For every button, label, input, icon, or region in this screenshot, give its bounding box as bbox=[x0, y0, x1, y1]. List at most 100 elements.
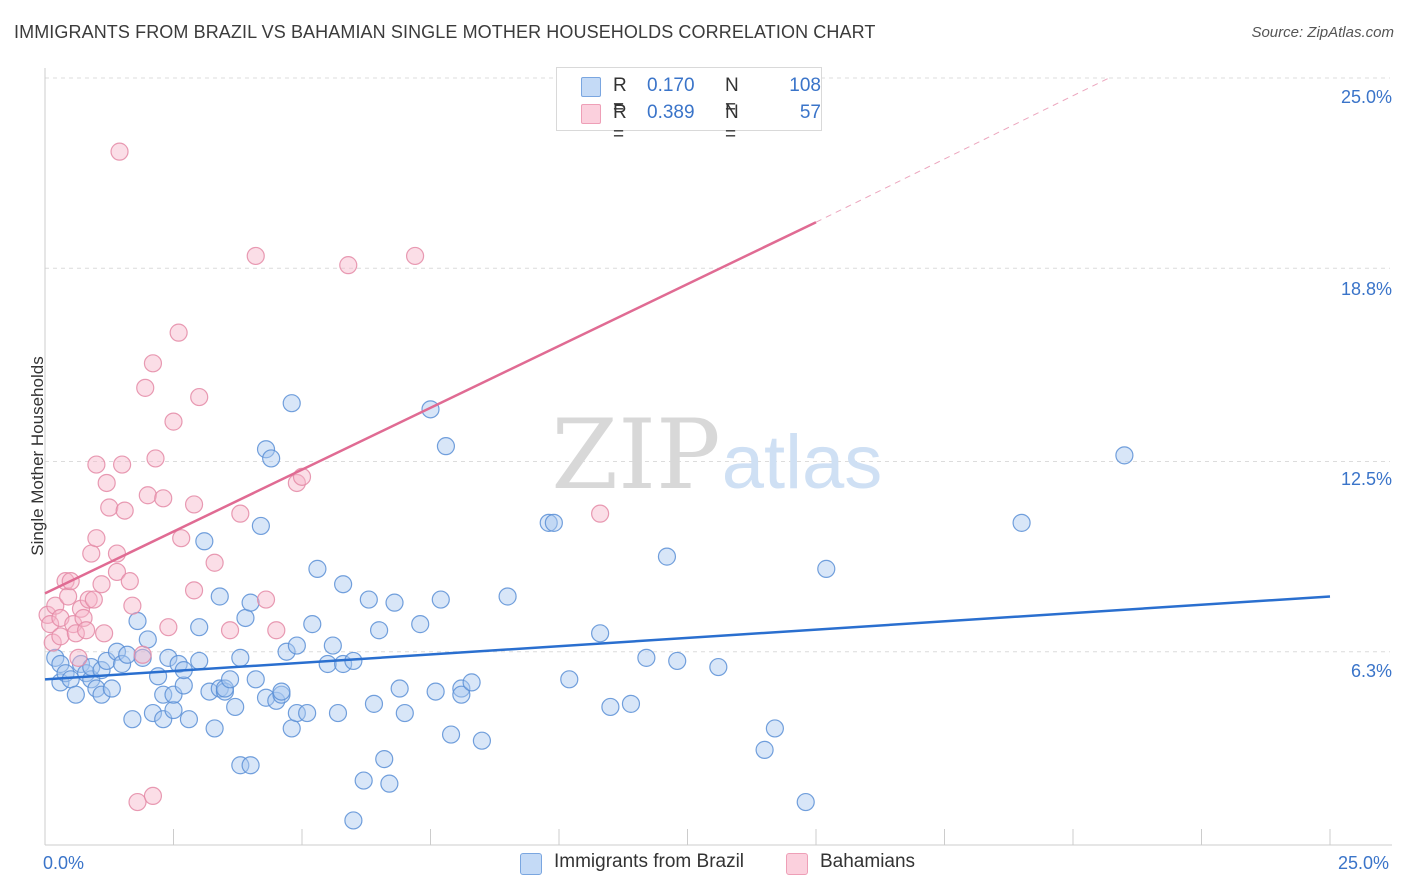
point-bahamians bbox=[267, 621, 286, 640]
point-brazil bbox=[1012, 513, 1031, 532]
point-bahamians bbox=[128, 792, 147, 812]
point-brazil bbox=[637, 648, 656, 667]
point-brazil bbox=[97, 651, 116, 671]
point-bahamians bbox=[69, 648, 88, 667]
point-bahamians bbox=[205, 553, 224, 572]
point-brazil bbox=[51, 654, 70, 674]
point-brazil bbox=[231, 648, 250, 667]
point-brazil bbox=[138, 630, 157, 649]
point-brazil bbox=[251, 516, 270, 536]
point-bahamians bbox=[339, 256, 358, 275]
point-brazil bbox=[241, 593, 260, 612]
point-bahamians bbox=[136, 378, 155, 397]
point-bahamians bbox=[79, 590, 98, 609]
point-brazil bbox=[354, 771, 373, 790]
point-brazil bbox=[241, 756, 260, 775]
point-brazil bbox=[190, 651, 209, 671]
point-brazil bbox=[755, 740, 774, 759]
point-bahamians bbox=[133, 645, 152, 664]
point-brazil bbox=[92, 685, 111, 704]
point-bahamians bbox=[110, 142, 129, 161]
point-bahamians bbox=[169, 323, 188, 342]
point-bahamians bbox=[112, 455, 132, 474]
point-bahamians bbox=[256, 590, 276, 609]
point-brazil bbox=[601, 697, 620, 717]
point-brazil bbox=[154, 685, 173, 704]
point-brazil bbox=[195, 532, 214, 551]
point-bahamians bbox=[146, 449, 165, 468]
point-brazil bbox=[231, 756, 250, 775]
point-brazil bbox=[215, 679, 234, 698]
point-bahamians bbox=[405, 246, 425, 266]
point-brazil bbox=[303, 615, 322, 634]
point-brazil bbox=[709, 657, 728, 677]
point-brazil bbox=[246, 670, 265, 689]
point-bahamians bbox=[231, 504, 250, 523]
swatch-bahamians bbox=[786, 853, 808, 875]
point-bahamians bbox=[84, 590, 103, 609]
point-brazil bbox=[765, 719, 784, 738]
point-bahamians bbox=[154, 489, 173, 508]
chart-source: Source: ZipAtlas.com bbox=[1251, 24, 1394, 41]
y-axis-label-container: Single Mother Households bbox=[8, 0, 48, 892]
point-brazil bbox=[395, 703, 414, 723]
point-brazil bbox=[375, 749, 394, 769]
point-brazil bbox=[560, 670, 579, 689]
point-brazil bbox=[328, 703, 348, 723]
point-brazil bbox=[123, 710, 142, 729]
point-brazil bbox=[205, 719, 224, 738]
point-bahamians bbox=[41, 615, 60, 634]
point-brazil bbox=[112, 654, 132, 674]
point-brazil bbox=[174, 676, 193, 695]
point-brazil bbox=[370, 621, 389, 640]
point-bahamians bbox=[120, 572, 139, 591]
point-brazil bbox=[143, 703, 163, 723]
point-brazil bbox=[364, 694, 384, 713]
r-value: 0.389 bbox=[647, 102, 695, 123]
point-bahamians bbox=[87, 455, 106, 474]
point-bahamians bbox=[92, 575, 111, 594]
point-bahamians bbox=[184, 495, 204, 514]
point-brazil bbox=[118, 645, 137, 664]
r-label: R = bbox=[613, 75, 627, 118]
point-brazil bbox=[66, 685, 85, 704]
point-brazil bbox=[128, 611, 147, 631]
point-bahamians bbox=[123, 596, 142, 615]
point-brazil bbox=[179, 710, 199, 729]
point-brazil bbox=[272, 682, 291, 701]
point-brazil bbox=[236, 608, 255, 628]
point-brazil bbox=[462, 673, 481, 692]
point-brazil bbox=[539, 513, 558, 532]
point-brazil bbox=[359, 590, 378, 609]
swatch-brazil bbox=[581, 77, 601, 97]
y-axis-label: Single Mother Households bbox=[28, 356, 47, 556]
point-bahamians bbox=[77, 621, 96, 640]
point-brazil bbox=[154, 710, 173, 729]
point-bahamians bbox=[115, 501, 134, 520]
point-bahamians bbox=[190, 387, 209, 407]
legend-label: Bahamians bbox=[820, 851, 916, 872]
point-brazil bbox=[472, 731, 491, 750]
point-brazil bbox=[544, 513, 563, 532]
point-brazil bbox=[282, 719, 301, 738]
point-brazil bbox=[220, 670, 240, 689]
point-bahamians bbox=[59, 587, 78, 606]
n-label: N = bbox=[725, 75, 739, 118]
point-bahamians bbox=[172, 529, 191, 548]
point-bahamians bbox=[246, 246, 265, 266]
chart-title: IMMIGRANTS FROM BRAZIL VS BAHAMIAN SINGL… bbox=[14, 22, 876, 42]
trendline-brazil bbox=[44, 595, 1331, 681]
point-brazil bbox=[385, 593, 404, 612]
trendline-bahamians-extension bbox=[815, 77, 1110, 223]
point-brazil bbox=[431, 590, 450, 609]
point-brazil bbox=[256, 440, 276, 459]
series-legend: Immigrants from Brazil Bahamians bbox=[0, 850, 1406, 880]
point-brazil bbox=[452, 679, 471, 698]
point-brazil bbox=[668, 651, 687, 671]
point-brazil bbox=[334, 575, 353, 594]
point-bahamians bbox=[184, 581, 204, 600]
correlation-legend: R = 0.170 N = 108 R = 0.389 N = 57 bbox=[556, 67, 822, 145]
point-brazil bbox=[591, 624, 610, 643]
point-brazil bbox=[1115, 446, 1134, 465]
point-brazil bbox=[287, 703, 306, 723]
